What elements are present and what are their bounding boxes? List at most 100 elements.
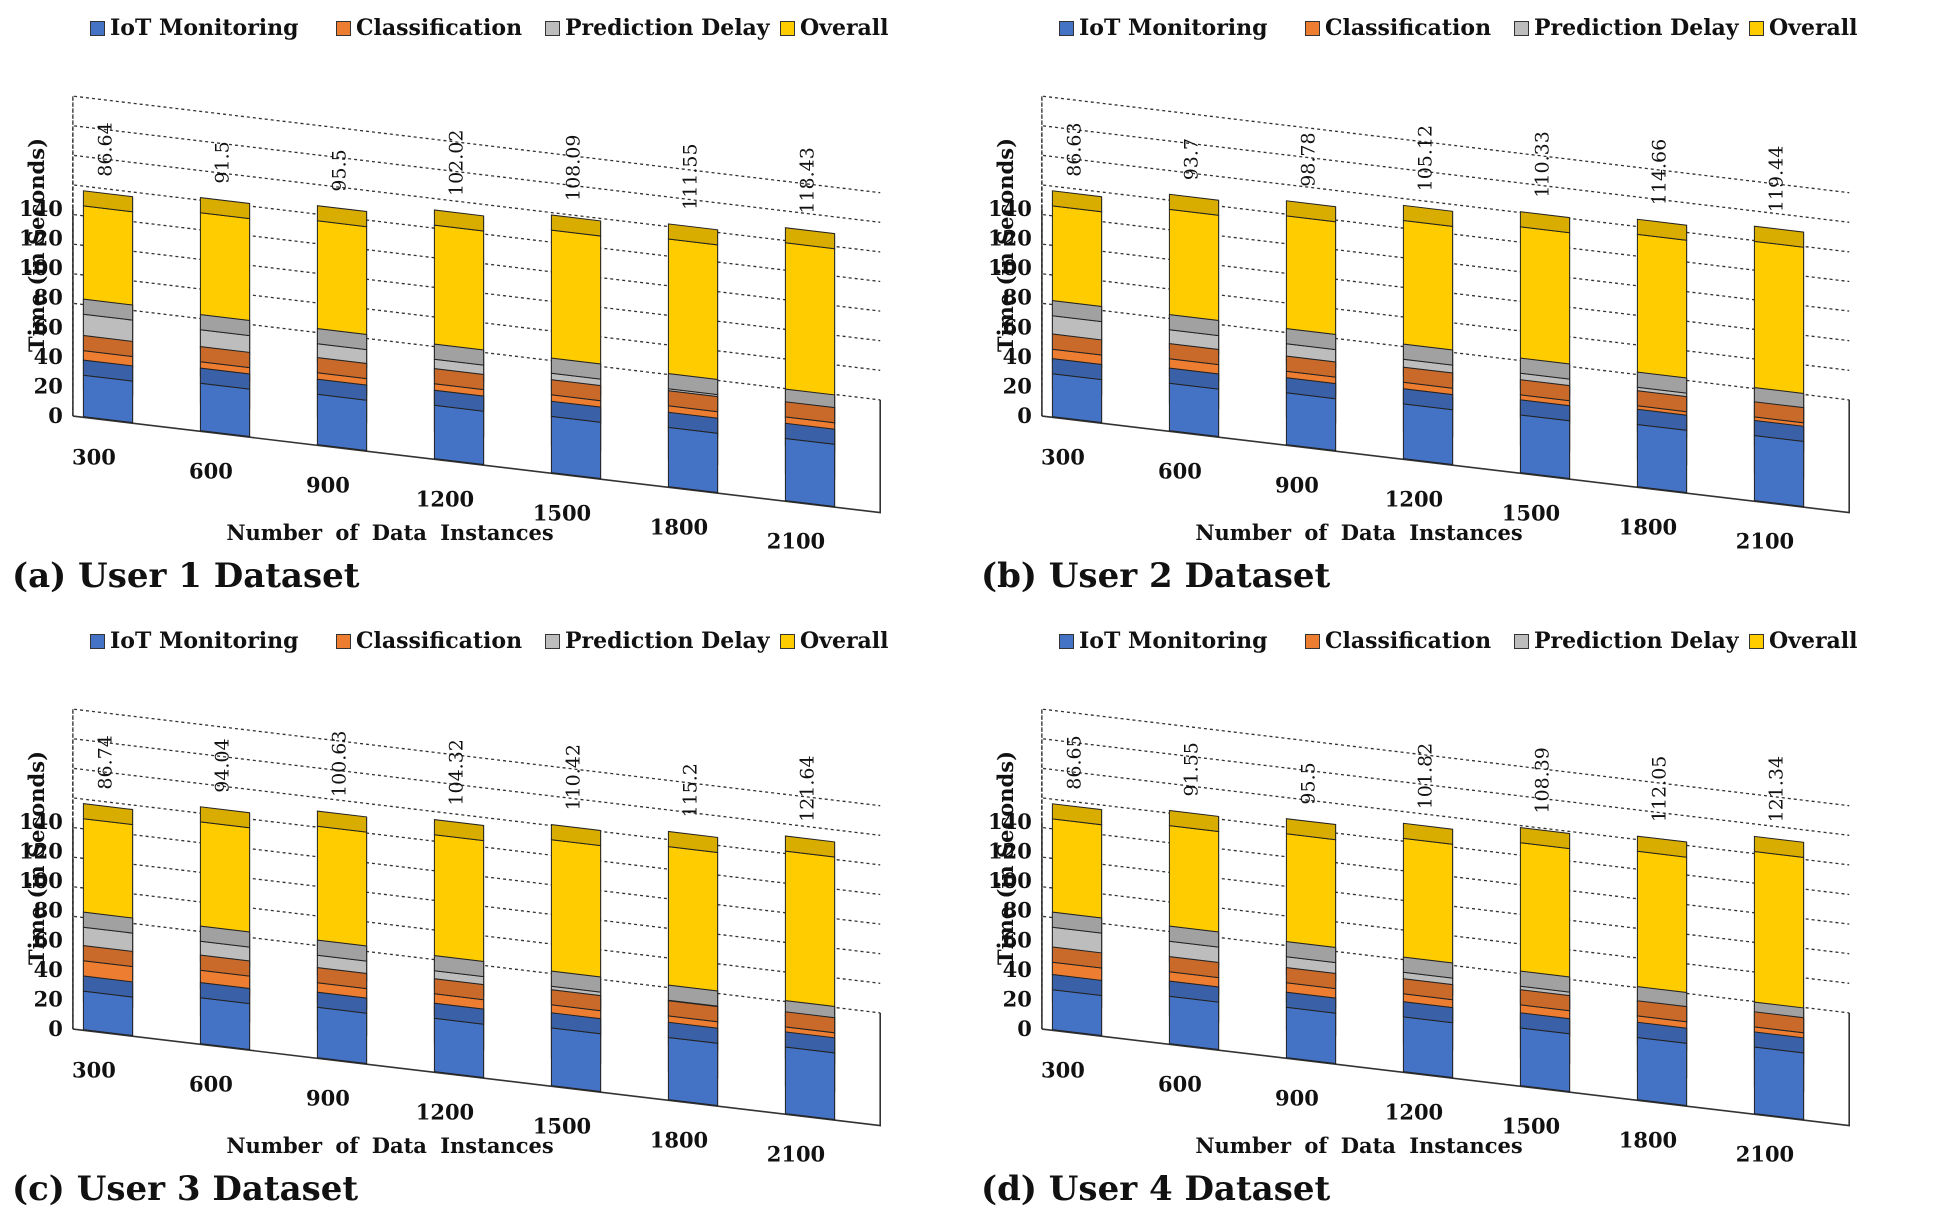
legend-swatch: [545, 633, 560, 649]
x-tick-label: 2100: [1736, 1142, 1794, 1167]
legend-label: Overall: [800, 15, 889, 41]
bar-iot-monitoring: [667, 411, 719, 494]
chart-caption: (a) User 1 Dataset: [12, 556, 360, 596]
y-tick-label: 20: [1003, 986, 1032, 1011]
legend-label: IoT Monitoring: [110, 628, 299, 654]
x-tick-label: 2100: [1736, 529, 1794, 554]
data-label: 108.39: [1532, 747, 1554, 813]
x-tick-label: 300: [1041, 445, 1085, 470]
x-tick-label: 1800: [1619, 515, 1677, 540]
bar-iot-monitoring: [199, 982, 251, 1051]
data-label: 91.55: [1181, 742, 1203, 796]
x-tick-label: 900: [306, 473, 350, 498]
x-tick-label: 1200: [1385, 487, 1443, 512]
legend-item-3: Prediction Delay: [545, 623, 770, 659]
x-tick-label: 900: [1275, 473, 1319, 498]
x-axis-label: Number of Data Instances: [226, 520, 553, 545]
chart-panel-2: IoT Monitoring Classification Prediction D…: [969, 0, 1938, 613]
y-tick-label: 140: [988, 809, 1032, 834]
bar-iot-monitoring: [82, 975, 134, 1037]
y-axis-label: Time (in Seconds): [24, 138, 49, 352]
x-tick-label: 1800: [650, 515, 708, 540]
data-label: 94.04: [212, 738, 234, 792]
chart-caption: (d) User 4 Dataset: [981, 1169, 1331, 1209]
bar-iot-monitoring: [784, 1031, 836, 1121]
y-tick-label: 80: [34, 285, 63, 310]
bar-overall: [1753, 835, 1805, 1038]
legend-label: Classification: [356, 15, 523, 41]
legend-label: Overall: [800, 628, 889, 654]
data-label: 108.09: [563, 135, 585, 201]
legend-item-1: IoT Monitoring: [1059, 10, 1268, 46]
y-tick-label: 120: [988, 225, 1032, 250]
x-axis-line: [1041, 1012, 1851, 1127]
x-axis-label: Number of Data Instances: [1195, 1133, 1522, 1158]
legend-swatch: [90, 633, 105, 649]
x-tick-label: 1800: [1619, 1128, 1677, 1153]
bar-iot-monitoring: [1753, 1031, 1805, 1121]
y-tick-label: 0: [1017, 1016, 1032, 1041]
bar-iot-monitoring: [1168, 367, 1220, 438]
x-tick-label: 1500: [533, 1114, 591, 1139]
legend-item-4: Overall: [780, 623, 889, 659]
bar-overall: [1402, 822, 1454, 996]
x-axis-line: [1041, 399, 1851, 514]
x-tick-label: 1200: [416, 487, 474, 512]
bar-iot-monitoring: [1753, 419, 1805, 508]
legend-label: Prediction Delay: [565, 15, 770, 41]
y-axis-label: Time (in Seconds): [993, 751, 1018, 965]
bar-iot-monitoring: [316, 378, 368, 452]
data-label: 86.63: [1064, 122, 1086, 176]
x-tick-label: 300: [72, 445, 116, 470]
bar-iot-monitoring: [82, 359, 134, 424]
data-label: 112.05: [1649, 756, 1671, 822]
legend-label: Prediction Delay: [1534, 15, 1739, 41]
legend-swatch: [336, 20, 351, 36]
data-label: 95.5: [329, 149, 351, 191]
bar-overall: [1636, 835, 1688, 1024]
y-tick-label: 140: [19, 809, 63, 834]
legend-item-4: Overall: [1749, 623, 1858, 659]
data-label: 110.42: [563, 744, 585, 810]
data-label: 121.64: [797, 755, 819, 821]
bar-iot-monitoring: [433, 389, 485, 466]
legend-item-3: Prediction Delay: [1514, 623, 1739, 659]
y-tick-label: 20: [34, 373, 63, 398]
data-label: 101.82: [1415, 743, 1437, 809]
legend: IoT Monitoring Classification Prediction D…: [90, 10, 950, 46]
y-tick-label: 140: [19, 196, 63, 221]
data-label: 111.55: [680, 143, 702, 209]
legend-item-2: Classification: [1305, 10, 1491, 46]
bar-iot-monitoring: [1519, 399, 1571, 480]
gridline: [1041, 708, 1850, 822]
x-tick-label: 1500: [533, 501, 591, 526]
legend-swatch: [1305, 633, 1320, 649]
y-tick-label: 20: [1003, 373, 1032, 398]
y-axis-label: Time (in Seconds): [993, 138, 1018, 352]
data-label: 102.02: [446, 130, 468, 196]
legend-label: Prediction Delay: [565, 628, 770, 654]
legend-label: Overall: [1769, 15, 1858, 41]
y-tick-label: 80: [1003, 898, 1032, 923]
bar-overall: [550, 214, 602, 397]
x-tick-label: 600: [1158, 459, 1202, 484]
x-tick-label: 1200: [416, 1100, 474, 1125]
legend-swatch: [90, 20, 105, 36]
x-tick-label: 1200: [1385, 1100, 1443, 1125]
data-label: 115.2: [680, 763, 702, 817]
y-tick-label: 40: [34, 344, 63, 369]
legend-swatch: [336, 633, 351, 649]
y-tick-label: 40: [1003, 344, 1032, 369]
chart-panel-1: IoT Monitoring Classification Prediction D…: [0, 0, 969, 613]
legend-swatch: [780, 633, 795, 649]
y-tick-label: 80: [1003, 285, 1032, 310]
x-axis-line: [72, 1012, 882, 1127]
x-tick-label: 900: [1275, 1086, 1319, 1111]
legend-swatch: [1749, 633, 1764, 649]
legend-item-1: IoT Monitoring: [90, 10, 299, 46]
data-label: 98.78: [1298, 132, 1320, 186]
legend-swatch: [1059, 633, 1074, 649]
y-tick-label: 0: [1017, 403, 1032, 428]
data-label: 100.63: [329, 731, 351, 797]
